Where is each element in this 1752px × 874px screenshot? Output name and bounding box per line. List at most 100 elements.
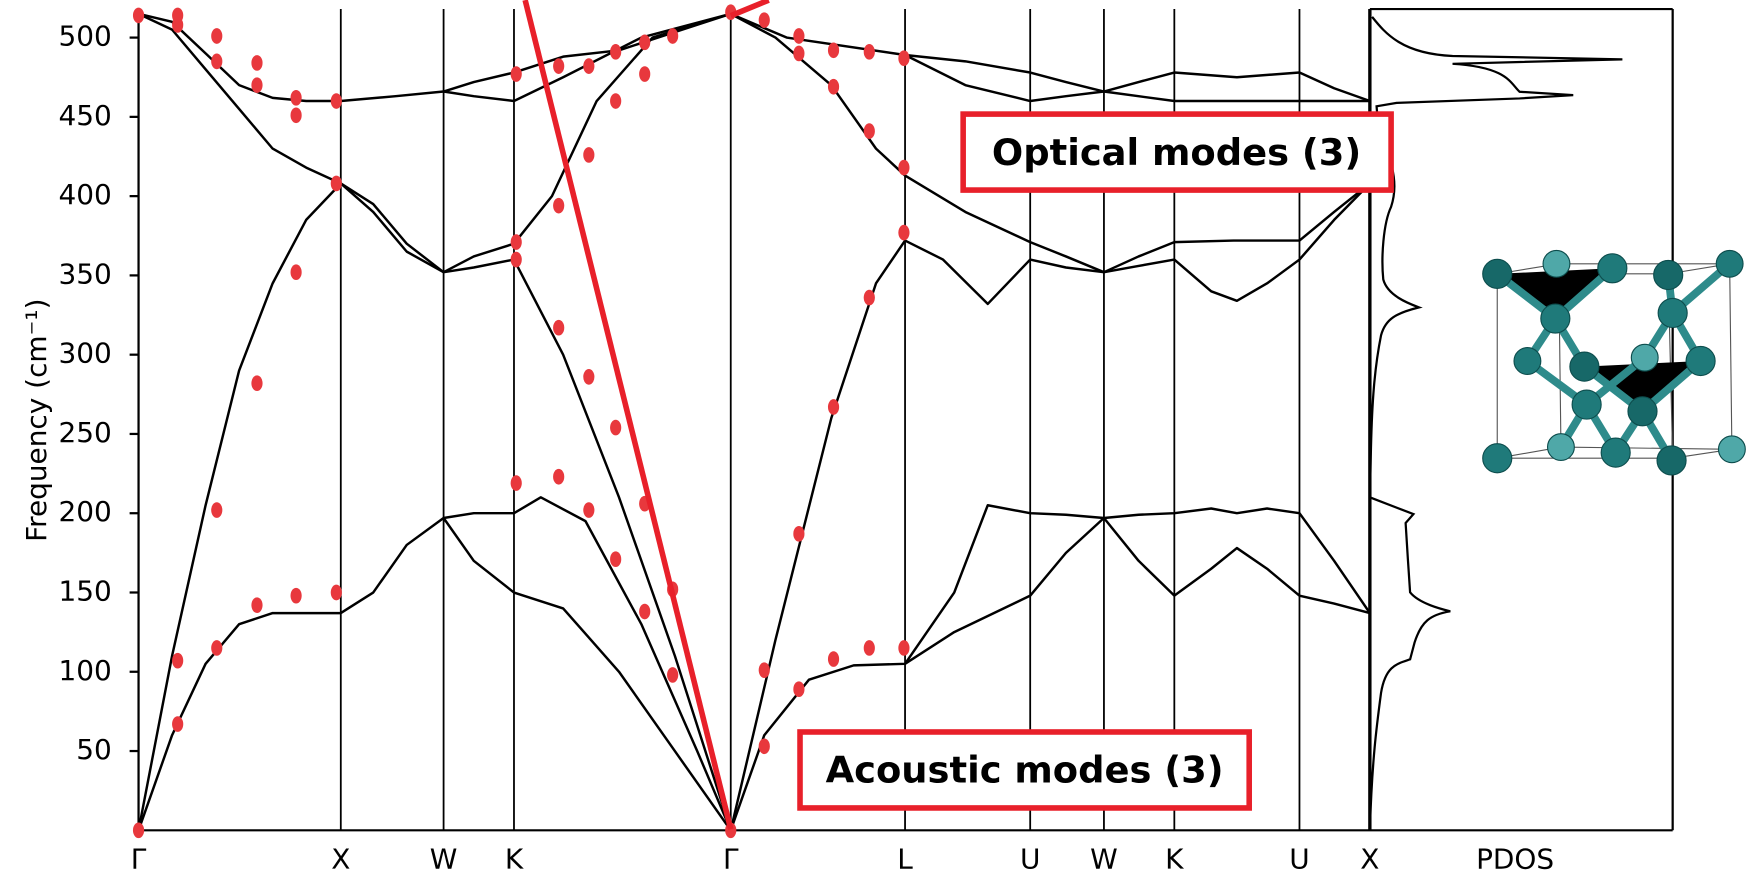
box — [797, 729, 1252, 811]
experimental-point — [610, 93, 622, 109]
experimental-point — [553, 319, 565, 336]
experimental-point — [172, 17, 184, 33]
experimental-point — [898, 159, 910, 176]
annotation: Acoustic modes (3) — [826, 749, 1224, 792]
experimental-point — [330, 175, 342, 192]
x-tick-label: Γ — [723, 842, 739, 874]
experimental-point — [610, 44, 622, 60]
experimental-point — [827, 399, 840, 415]
plot-area: 50 100 150 200 250 300 350 400 450 500 Γ X W K Γ L U W K U X — [58, 4, 1379, 874]
experimental-point — [211, 502, 223, 518]
experimental-point — [132, 822, 145, 839]
experimental-point — [758, 662, 770, 678]
box — [960, 111, 1394, 193]
experimental-point — [553, 197, 565, 214]
y-tick-label: 250 — [58, 416, 111, 449]
experimental-point — [290, 107, 302, 124]
experimental-point — [898, 50, 910, 67]
annotation: Optical modes (3) — [992, 131, 1361, 174]
dispersion-line — [904, 53, 1371, 103]
y-axis-title: Frequency (cm⁻¹) — [20, 299, 53, 542]
y-tick-label: 150 — [58, 574, 111, 607]
experimental-point — [132, 7, 145, 24]
x-tick-label: L — [897, 842, 913, 874]
experimental-point — [667, 28, 679, 44]
y-tick-label: 450 — [58, 99, 111, 132]
experimental-point — [583, 147, 595, 163]
x-tick-label: U — [1020, 842, 1040, 874]
experimental-point — [863, 640, 875, 656]
experimental-point — [583, 369, 595, 385]
x-tick-label: K — [1165, 842, 1184, 874]
dispersion-line — [443, 496, 732, 831]
experimental-point — [251, 597, 263, 613]
experimental-point — [863, 44, 875, 60]
x-tick-label: U — [1289, 842, 1309, 874]
experimental-point — [211, 53, 223, 70]
experimental-point — [758, 738, 770, 755]
experimental-point — [510, 234, 522, 250]
y-tick-label: 300 — [58, 337, 111, 370]
experimental-point — [793, 681, 805, 698]
experimental-point — [610, 419, 622, 436]
y-tick-label: 100 — [58, 654, 111, 687]
y-tick-label: 350 — [58, 257, 111, 290]
dispersion-line — [137, 516, 1371, 832]
panel-label: PDOS — [1476, 842, 1554, 874]
experimental-point — [172, 716, 184, 732]
y-tick-label: 200 — [58, 495, 111, 528]
experimental-point — [793, 45, 805, 62]
experimental-point — [510, 475, 522, 491]
experimental-point — [793, 526, 805, 542]
experimental-point — [639, 66, 651, 82]
experimental-point — [827, 651, 840, 667]
experimental-point — [583, 502, 595, 518]
experimental-point — [863, 289, 875, 306]
experimental-point — [211, 640, 223, 656]
experimental-point — [510, 66, 522, 82]
y-tick-label: 50 — [76, 733, 112, 766]
annotation-box: Optical modes (3) — [960, 111, 1394, 193]
experimental-point — [610, 551, 622, 568]
experimental-point — [639, 34, 651, 51]
pdos-curve — [1368, 16, 1623, 830]
experimental-point — [251, 55, 263, 71]
experimental-point — [290, 264, 302, 281]
experimental-point — [251, 77, 263, 93]
experimental-point — [290, 587, 302, 604]
experimental-point — [667, 667, 679, 683]
experimental-point — [290, 90, 302, 106]
experimental-point — [827, 42, 840, 59]
experimental-point — [583, 58, 595, 74]
dispersion-line — [138, 12, 1370, 103]
red-guide-line — [522, 0, 734, 830]
experimental-point — [172, 652, 184, 669]
experimental-point — [211, 28, 223, 44]
experimental-point — [793, 28, 805, 44]
dispersion-line — [137, 182, 1371, 832]
experimental-point — [758, 12, 770, 28]
x-tick-label: X — [1360, 842, 1379, 874]
x-tick-label: X — [331, 842, 350, 874]
experimental-point — [553, 468, 565, 485]
experimental-point — [639, 603, 651, 620]
x-tick-label: W — [430, 842, 458, 874]
experimental-point — [553, 58, 565, 74]
y-tick-label: 400 — [58, 178, 111, 211]
crystal-structure — [1482, 249, 1746, 476]
annotation-box: Acoustic modes (3) — [797, 729, 1252, 811]
experimental-point — [330, 93, 342, 109]
red-guide-line — [729, 0, 770, 19]
experimental-point — [330, 584, 342, 601]
experimental-point — [898, 640, 910, 656]
x-tick-label: W — [1090, 842, 1118, 874]
x-tick-label: Γ — [131, 842, 147, 874]
experimental-point — [898, 224, 910, 241]
x-tick-label: K — [505, 842, 524, 874]
experimental-point — [251, 375, 263, 392]
experimental-point — [827, 78, 840, 95]
experimental-point — [863, 123, 875, 139]
experimental-point — [510, 251, 522, 268]
